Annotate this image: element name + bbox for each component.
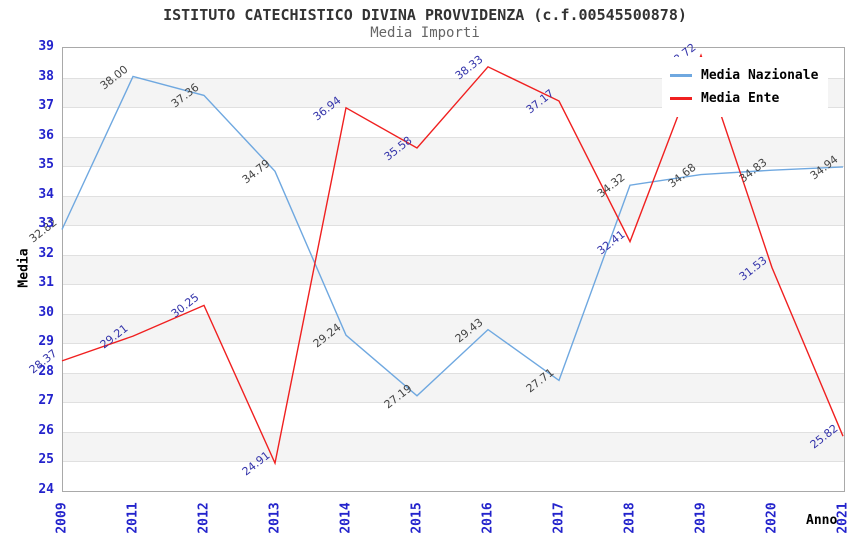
gridline [63, 461, 844, 463]
series-line-media-nazionale [61, 75, 844, 397]
background-band [63, 372, 844, 403]
gridline [63, 136, 844, 138]
y-tick-label: 33 [38, 216, 54, 232]
legend: Media Nazionale Media Ente [662, 57, 829, 117]
legend-item-media-nazionale: Media Nazionale [670, 64, 818, 87]
legend-label: Media Nazionale [701, 68, 819, 83]
y-tick-label: 30 [38, 304, 54, 320]
background-band [63, 431, 844, 462]
background-band [63, 343, 844, 373]
x-axis-title: Anno [806, 513, 838, 528]
background-band [63, 166, 844, 196]
gridline [63, 166, 844, 168]
gridline [63, 225, 844, 227]
chart-title: ISTITUTO CATECHISTICO DIVINA PROVVIDENZA… [163, 6, 687, 24]
y-tick-label: 36 [38, 127, 54, 143]
chart-subtitle: Media Importi [370, 25, 480, 41]
gridline [63, 195, 844, 197]
y-tick-label: 24 [38, 482, 54, 497]
gridline [63, 107, 844, 109]
y-tick-label: 37 [38, 98, 54, 114]
legend-item-media-ente: Media Ente [670, 87, 818, 110]
y-tick-label: 31 [38, 275, 54, 291]
gridline [63, 372, 844, 374]
y-tick-label: 27 [38, 393, 54, 409]
legend-swatch-red [670, 97, 692, 100]
gridline [63, 77, 844, 79]
gridline [63, 284, 844, 286]
background-band [63, 254, 844, 285]
y-tick-label: 28 [38, 363, 54, 379]
background-band [63, 284, 844, 314]
y-tick-label: 34 [38, 186, 54, 202]
background-band [63, 225, 844, 255]
gridline [63, 313, 844, 315]
y-tick-label: 29 [38, 334, 54, 350]
legend-swatch-blue [670, 74, 692, 77]
gridline [63, 254, 844, 256]
y-tick-label: 32 [38, 245, 54, 261]
plot-area [62, 47, 845, 492]
y-tick-label: 35 [38, 157, 54, 173]
background-band [63, 195, 844, 226]
y-tick-label: 39 [38, 39, 54, 54]
background-band [63, 136, 844, 167]
background-band [63, 402, 844, 432]
background-band [63, 313, 844, 344]
gridline [63, 402, 844, 404]
gridline [63, 343, 844, 345]
y-tick-label: 25 [38, 452, 54, 468]
gridline [63, 431, 844, 433]
y-tick-label: 26 [38, 422, 54, 438]
y-tick-label: 38 [38, 68, 54, 84]
background-band [63, 461, 844, 491]
legend-label: Media Ente [701, 91, 780, 106]
